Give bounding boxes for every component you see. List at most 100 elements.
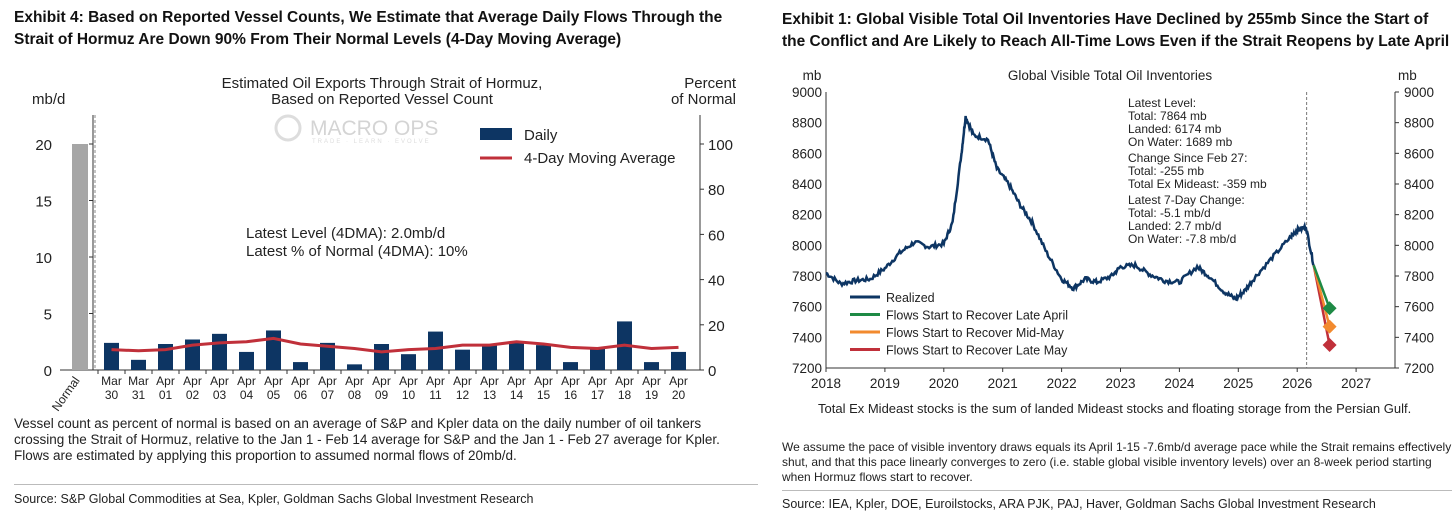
y-tick-label: 5 [44,307,52,324]
x-tick-label-month: Apr [237,374,256,388]
x-tick-label-month: Apr [507,374,526,388]
x-tick-label-day: 12 [456,388,470,402]
x-tick-label-month: Apr [372,374,391,388]
y2-tick-label: 7400 [1404,330,1434,345]
daily-bar [104,342,119,370]
annotation-line: Total Ex Mideast: -359 mb [1128,177,1267,191]
daily-bar [374,344,389,370]
y2-tick-label: 0 [708,363,716,380]
x-tick-label-month: Apr [480,374,499,388]
x-tick-label-month: Apr [264,374,283,388]
annotation-latest-level: Latest Level (4DMA): 2.0mb/d [246,225,445,242]
watermark-tag: TRADE · LEARN · EVOLVE [312,139,431,145]
daily-bar [644,362,659,370]
left-axis-label: mb [803,68,822,83]
x-tick-label-day: 01 [159,388,173,402]
y2-tick-label: 60 [708,227,725,244]
x-tick-label-day: 08 [348,388,362,402]
x-tick-label-month: Apr [588,374,607,388]
y-tick-label: 8600 [792,146,822,161]
scenario-endpoint-diamond [1322,301,1337,316]
x-tick-label: 2022 [1047,376,1077,391]
x-tick-label-month: Apr [426,374,445,388]
x-tick-label-day: 03 [213,388,227,402]
x-tick-label-month: Apr [561,374,580,388]
normal-bar [72,144,88,370]
x-tick-label-day: 09 [375,388,389,402]
x-tick-label: 2024 [1164,376,1195,391]
left-axis-label: mb/d [32,91,65,108]
y-tick-label: 9000 [792,85,822,100]
chart-title-line1: Estimated Oil Exports Through Strait of … [222,75,543,92]
annotation-line: Total: -5.1 mb/d [1128,206,1211,220]
chart-title: Global Visible Total Oil Inventories [1008,68,1213,83]
x-tick-label-day: 15 [537,388,551,402]
legend-label: Flows Start to Recover Late May [886,344,1068,358]
x-tick-label-month: Apr [183,374,202,388]
daily-bar [401,354,416,370]
y-tick-label: 10 [35,250,52,267]
y2-tick-label: 9000 [1404,85,1434,100]
legend-label-daily: Daily [524,127,558,144]
x-tick-label-month: Apr [669,374,688,388]
scenario-endpoint-diamond [1322,319,1337,334]
y2-tick-label: 8000 [1404,238,1434,253]
x-tick-label-month: Apr [453,374,472,388]
y-tick-label: 7600 [792,300,822,315]
x-tick-label-day: 18 [618,388,632,402]
annotation-line: Latest 7-Day Change: [1128,193,1245,207]
x-tick-label-month: Apr [156,374,175,388]
daily-bar [563,362,578,370]
y-tick-label: 8800 [792,116,822,131]
x-tick-label-day: 30 [105,388,119,402]
y-tick-label: 7400 [792,330,822,345]
x-tick-label-month: Apr [642,374,661,388]
annotation-line: Latest Level: [1128,96,1196,110]
right-footnote: We assume the pace of visible inventory … [782,440,1452,484]
right-axis-label: mb [1398,68,1417,83]
y2-tick-label: 7200 [1404,361,1434,376]
y2-tick-label: 7600 [1404,300,1434,315]
daily-bar [212,333,227,370]
x-tick-label-day: 13 [483,388,497,402]
legend-label-ma: 4-Day Moving Average [524,150,675,167]
daily-bar [320,342,335,370]
y-tick-label: 15 [35,194,52,211]
y2-tick-label: 8600 [1404,146,1434,161]
scenario-endpoint-diamond [1322,338,1337,352]
legend-label: Realized [886,291,935,305]
x-tick-label-day: 17 [591,388,605,402]
x-tick-label: 2019 [870,376,900,391]
annotation-line: On Water: 1689 mb [1128,135,1233,149]
x-tick-label-month: Apr [534,374,553,388]
y-tick-label: 8000 [792,238,822,253]
left-divider [14,484,758,485]
annotation-line: Landed: 2.7 mb/d [1128,219,1221,233]
daily-bar [671,351,686,370]
legend-label: Flows Start to Recover Mid-May [886,326,1065,340]
daily-bar [347,364,362,370]
daily-bar [536,345,551,370]
daily-bar [239,351,254,370]
annotation-line: Change Since Feb 27: [1128,151,1247,165]
x-tick-label-month: Apr [210,374,229,388]
right-divider [782,490,1452,491]
moving-average-line [111,336,679,354]
right-axis-label-1: Percent [684,75,737,92]
y2-tick-label: 8200 [1404,208,1434,223]
daily-bar [590,348,605,370]
x-tick-label-day: 11 [429,388,442,402]
chart-title-line2: Based on Reported Vessel Count [271,91,494,108]
x-tick-label-day: 16 [564,388,578,402]
normal-label: Normal [49,374,83,414]
x-tick-label-day: 07 [321,388,335,402]
scenario-line [1312,264,1331,309]
x-tick-label-day: 14 [510,388,524,402]
x-tick-label: 2026 [1282,376,1312,391]
hormuz-exports-chart: Estimated Oil Exports Through Strait of … [32,75,737,414]
x-tick-label-day: 19 [645,388,659,402]
daily-bar [455,349,470,370]
y-tick-label: 8400 [792,177,822,192]
x-tick-label-month: Apr [345,374,364,388]
legend-swatch-daily [480,128,512,140]
